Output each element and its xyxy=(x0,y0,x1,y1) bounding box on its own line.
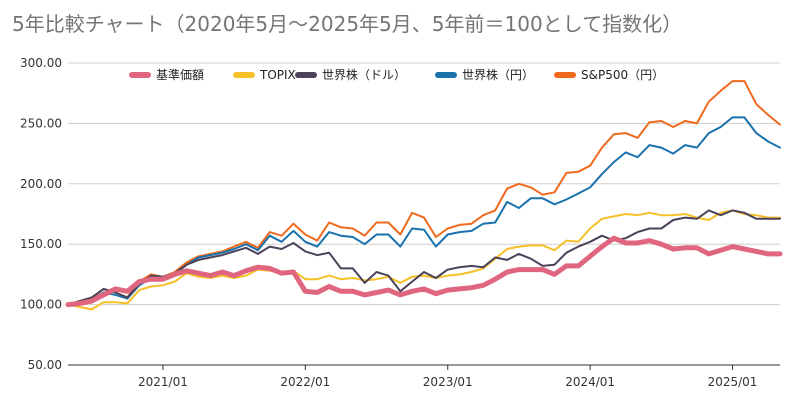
y-tick-label: 100.00 xyxy=(20,298,62,312)
legend-label: 基準価額 xyxy=(156,67,204,82)
y-axis: 50.00 100.00 150.00 200.00 250.00 300.00 xyxy=(20,56,62,372)
x-axis: 2021/01 2022/01 2023/01 2024/01 2025/01 xyxy=(68,364,780,389)
legend-item: 世界株（ドル） xyxy=(295,67,406,82)
x-tick-label: 2024/01 xyxy=(565,375,615,389)
series-layer xyxy=(65,80,783,311)
x-tick-label: 2025/01 xyxy=(708,375,758,389)
series-line-4 xyxy=(67,80,781,306)
y-tick-label: 50.00 xyxy=(28,358,62,372)
legend-item: S&P500（円） xyxy=(554,68,664,82)
y-tick-label: 200.00 xyxy=(20,177,62,191)
legend-label: 世界株（ドル） xyxy=(322,67,406,82)
y-tick-label: 250.00 xyxy=(20,116,62,130)
legend-item: 基準価額 xyxy=(129,67,204,82)
legend-label: TOPIX xyxy=(259,68,296,82)
series-line-2 xyxy=(67,209,781,306)
chart-title: 5年比較チャート（2020年5月〜2025年5月、5年前＝100として指数化） xyxy=(12,12,683,36)
y-tick-label: 300.00 xyxy=(20,56,62,70)
legend-item: TOPIX xyxy=(233,68,296,82)
legend-label: 世界株（円） xyxy=(462,67,534,82)
series-line-0 xyxy=(65,235,783,308)
x-tick-label: 2023/01 xyxy=(423,375,473,389)
grid-layer xyxy=(68,62,780,306)
y-tick-label: 150.00 xyxy=(20,237,62,251)
legend: 基準価額 TOPIX 世界株（ドル） 世界株（円） S&P500（円） xyxy=(129,67,664,82)
x-tick-label: 2022/01 xyxy=(280,375,330,389)
series-line-1 xyxy=(67,209,781,311)
x-tick-label: 2021/01 xyxy=(138,375,188,389)
legend-label: S&P500（円） xyxy=(581,68,664,82)
legend-item: 世界株（円） xyxy=(435,67,534,82)
